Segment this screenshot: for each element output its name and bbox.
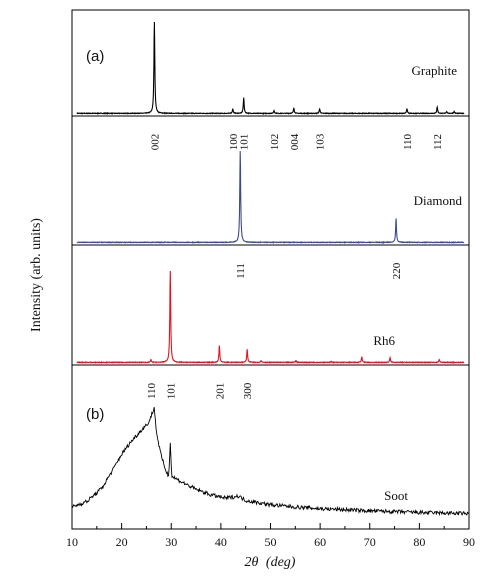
peak-label: 112 bbox=[432, 134, 444, 150]
series-layer bbox=[71, 21, 469, 517]
peak-label: 110 bbox=[402, 133, 414, 150]
x-tick-label: 40 bbox=[215, 535, 227, 549]
series-line-soot bbox=[71, 407, 469, 517]
peak-label: 111 bbox=[235, 263, 247, 279]
panel-dividers bbox=[72, 115, 469, 366]
peak-label: 300 bbox=[242, 382, 254, 399]
series-line-diamond bbox=[76, 150, 465, 245]
series-rh6 bbox=[76, 270, 465, 364]
series-line-rh6 bbox=[76, 270, 465, 364]
panel-label-b: (b) bbox=[86, 406, 104, 423]
x-tick-label: 30 bbox=[165, 535, 177, 549]
series-soot bbox=[71, 407, 469, 517]
x-tick-label: 10 bbox=[66, 535, 78, 549]
peak-label: 101 bbox=[239, 134, 251, 151]
peak-label: 102 bbox=[269, 134, 281, 151]
plot-frame bbox=[71, 9, 470, 530]
x-axis-unit: (deg) bbox=[266, 555, 296, 570]
peak-label: 004 bbox=[289, 133, 301, 150]
series-graphite bbox=[76, 21, 465, 116]
series-name-diamond: Diamond bbox=[414, 193, 463, 208]
x-tick-label: 60 bbox=[314, 535, 326, 549]
x-tick-label: 80 bbox=[413, 535, 425, 549]
x-tick-label: 50 bbox=[265, 535, 277, 549]
y-axis-title: Intensity (arb. units) bbox=[29, 218, 44, 332]
x-tick-label: 20 bbox=[116, 535, 128, 549]
peak-label: 110 bbox=[146, 382, 158, 399]
peak-label: 101 bbox=[165, 383, 177, 400]
series-name-graphite: Graphite bbox=[412, 63, 458, 78]
series-name-soot: Soot bbox=[384, 488, 408, 503]
x-tick-label: 90 bbox=[463, 535, 475, 549]
peak-label: 220 bbox=[391, 262, 403, 279]
series-diamond bbox=[76, 150, 465, 245]
x-axis-title: 2θ (deg) bbox=[245, 555, 296, 570]
x-tick-label: 70 bbox=[364, 535, 376, 549]
peak-label: 002 bbox=[149, 134, 161, 151]
peak-label: 201 bbox=[214, 383, 226, 400]
panel-label-a: (a) bbox=[86, 48, 104, 65]
peak-label: 103 bbox=[315, 133, 327, 150]
x-axis-symbol: 2θ bbox=[245, 555, 259, 570]
peak-label: 100 bbox=[228, 133, 240, 150]
series-name-rh6: Rh6 bbox=[373, 333, 395, 348]
series-line-graphite bbox=[76, 21, 465, 116]
x-axis-ticks: 10 20 30 40 50 60 70 80 90 bbox=[66, 523, 475, 549]
